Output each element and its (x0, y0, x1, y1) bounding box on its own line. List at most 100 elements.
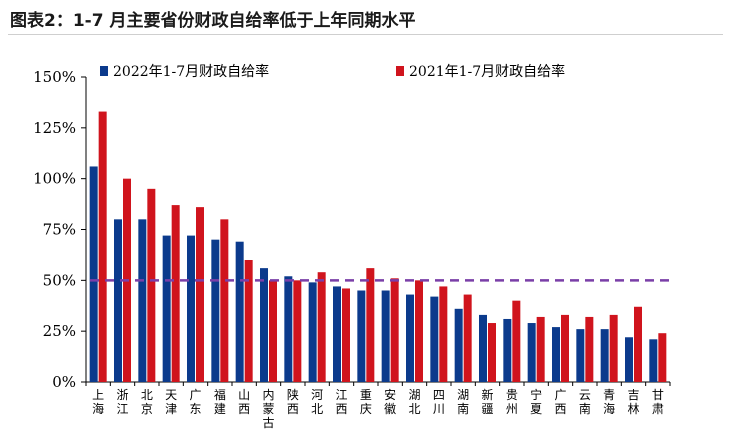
legend: 2022年1-7月财政自给率 2021年1-7月财政自给率 (100, 63, 565, 80)
category-label-char: 青 (603, 388, 615, 402)
category-label-char: 甘 (652, 388, 664, 402)
y-tick-label: 150% (33, 68, 76, 86)
bar-2021 (658, 333, 667, 382)
bars (89, 111, 667, 383)
chart-title: 图表2：1-7 月主要省份财政自给率低于上年同期水平 (10, 11, 416, 31)
category-label-char: 西 (554, 402, 566, 416)
category-label-char: 川 (433, 402, 445, 416)
legend-label: 2021年1-7月财政自给率 (409, 63, 565, 80)
category-labels: 上海浙江北京天津广东福建山西内蒙古陕西河北江西重庆安徽湖北四川湖南新疆贵州宁夏广… (92, 387, 664, 430)
bar-2021 (147, 188, 156, 382)
bar-2022 (162, 235, 171, 382)
y-tick-label: 50% (43, 271, 76, 289)
bar-2022 (576, 329, 585, 382)
category-label-char: 宁 (530, 387, 542, 402)
bar-2021 (269, 280, 277, 382)
bar-2022 (260, 268, 268, 382)
bar-2021 (244, 260, 253, 382)
legend-label: 2022年1-7月财政自给率 (113, 63, 269, 80)
bar-2022 (527, 323, 536, 382)
bar-2022 (381, 290, 390, 382)
bar-2022 (625, 337, 633, 382)
category-label-char: 东 (189, 402, 201, 416)
bar-2022 (138, 219, 147, 382)
category-label-char: 海 (92, 401, 104, 416)
bar-2021 (317, 272, 326, 382)
category-label-char: 州 (506, 402, 518, 416)
bar-2022 (235, 241, 244, 382)
category-label-char: 内 (262, 388, 274, 402)
bar-2021 (220, 219, 229, 382)
y-tick-label: 75% (43, 221, 76, 239)
bar-2021 (342, 288, 350, 382)
bar-2022 (503, 318, 512, 382)
category-label-char: 南 (579, 401, 591, 416)
category-label-char: 湖 (457, 387, 469, 402)
category-label-char: 安 (384, 387, 396, 402)
category-label-char: 西 (287, 402, 299, 416)
bar-2021 (561, 314, 569, 382)
bar-2022 (552, 327, 560, 382)
category-label-char: 西 (238, 402, 250, 416)
category-label-char: 新 (481, 387, 493, 402)
category-label-char: 河 (311, 388, 323, 402)
category-label-char: 天 (165, 388, 177, 402)
y-tick-label: 100% (33, 170, 76, 188)
y-tick-label: 125% (33, 119, 76, 137)
category-label-char: 上 (92, 388, 104, 402)
bar-2021 (98, 111, 107, 383)
bar-2021 (634, 306, 642, 382)
category-label-char: 夏 (530, 402, 542, 416)
category-label-char: 津 (165, 402, 177, 416)
bar-2021 (536, 316, 545, 382)
bar-2021 (439, 286, 448, 382)
category-label-char: 广 (554, 388, 566, 402)
bar-2022 (600, 329, 609, 382)
bar-2021 (609, 314, 618, 382)
bar-2021 (366, 268, 375, 382)
category-label-char: 蒙 (262, 402, 274, 416)
category-label-char: 贵 (506, 388, 518, 402)
bar-2022 (406, 294, 414, 382)
bar-2022 (114, 219, 122, 382)
bar-2021 (171, 205, 180, 382)
category-label-char: 浙 (116, 388, 128, 402)
bar-2021 (293, 280, 302, 382)
category-label-char: 京 (141, 402, 153, 416)
category-label-char: 北 (408, 402, 420, 416)
category-label-char: 北 (311, 402, 323, 416)
bar-2022 (308, 282, 317, 382)
legend-swatch (100, 66, 108, 76)
category-label-char: 古 (262, 415, 274, 430)
bar-2021 (512, 300, 521, 382)
category-label-char: 北 (141, 388, 153, 402)
bar-2022 (333, 286, 341, 382)
category-label-char: 林 (627, 402, 639, 416)
bar-2022 (89, 166, 98, 382)
category-label-char: 山 (238, 388, 250, 402)
category-label-char: 建 (214, 402, 226, 416)
category-label-char: 广 (189, 388, 201, 402)
category-label-char: 疆 (481, 402, 493, 416)
category-label-char: 江 (116, 402, 128, 416)
axes: 0% 25% 50% 75% 100% 125% 150% (33, 68, 671, 391)
bar-2021 (415, 280, 423, 382)
bar-2022 (430, 296, 439, 382)
bar-2022 (187, 235, 195, 382)
category-label-char: 陕 (287, 387, 299, 402)
bar-2022 (479, 314, 487, 382)
category-label-char: 云 (579, 388, 591, 402)
category-label-char: 海 (603, 401, 615, 416)
y-tick-label: 25% (43, 322, 76, 340)
title-divider (8, 34, 723, 35)
bar-2021 (196, 207, 204, 382)
category-label-char: 四 (433, 388, 445, 402)
category-label-char: 福 (214, 387, 226, 402)
category-label-char: 徽 (384, 401, 396, 416)
category-label-char: 江 (335, 388, 347, 402)
bar-2022 (357, 290, 366, 382)
category-label-char: 南 (457, 401, 469, 416)
category-label-char: 吉 (627, 388, 639, 402)
